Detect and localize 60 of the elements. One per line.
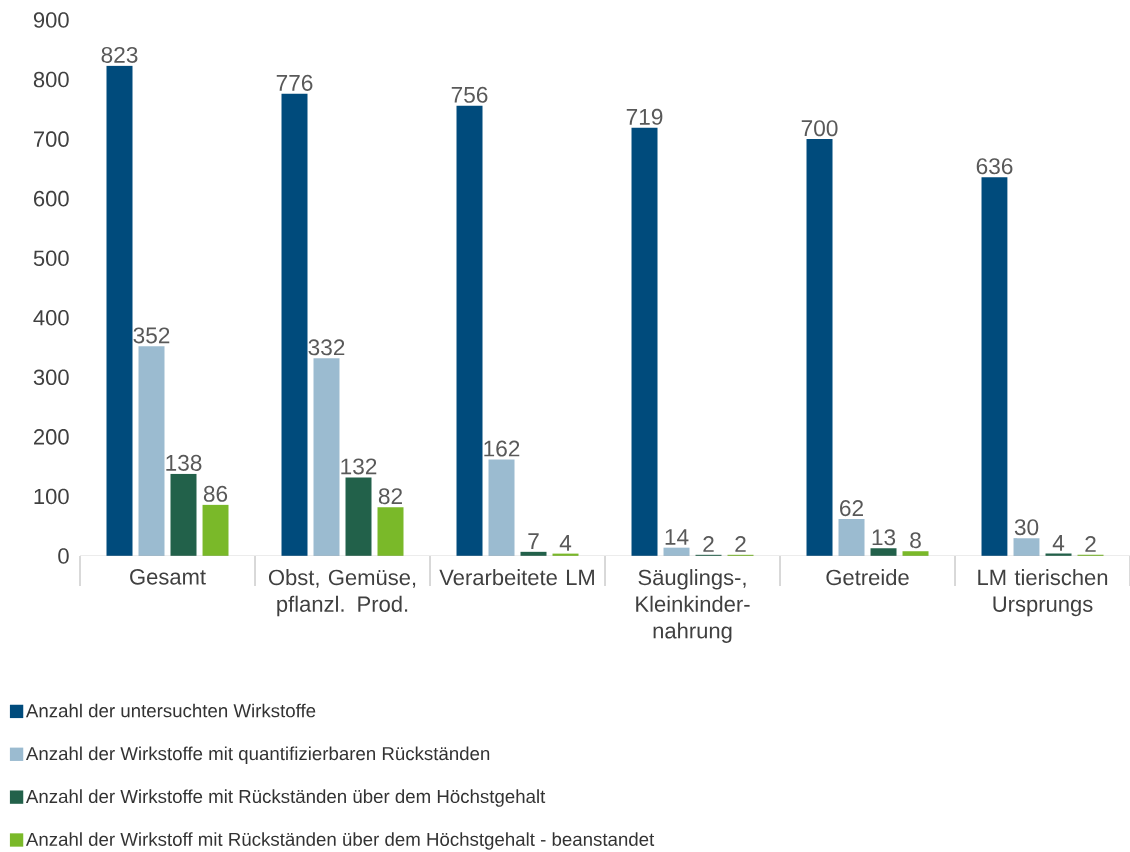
bar bbox=[202, 504, 229, 556]
data-label: 14 bbox=[665, 529, 689, 545]
x-tick-label: Gesamt bbox=[130, 569, 206, 585]
data-label: 138 bbox=[166, 454, 202, 471]
data-label: 2 bbox=[735, 536, 746, 552]
data-label: 636 bbox=[976, 158, 1013, 175]
data-label: 823 bbox=[101, 46, 138, 63]
bar bbox=[281, 93, 308, 556]
x-tick-label: Verarbeitete LM bbox=[439, 569, 594, 586]
data-label: 700 bbox=[801, 120, 838, 137]
data-label: 352 bbox=[133, 327, 170, 344]
y-tick-label: 400 bbox=[33, 309, 69, 326]
y-tick-label: 200 bbox=[34, 429, 69, 445]
data-label: 30 bbox=[1014, 519, 1039, 536]
bar bbox=[870, 548, 897, 556]
bar bbox=[345, 477, 372, 556]
legend-label: Anzahl der untersuchten Wirkstoffe bbox=[25, 703, 316, 718]
y-tick-label: 900 bbox=[33, 12, 69, 28]
y-tick-label: 700 bbox=[34, 131, 69, 147]
y-tick-label: 800 bbox=[33, 71, 69, 88]
y-tick-label: 600 bbox=[34, 190, 69, 207]
data-label: 2 bbox=[1085, 536, 1096, 552]
bar bbox=[1013, 538, 1040, 556]
legend-label: Anzahl der Wirkstoffe mit quantifizierbaren Rückständen bbox=[25, 746, 490, 764]
y-tick-label: 100 bbox=[34, 488, 69, 505]
legend-label: Anzahl der Wirkstoff mit Rückständen über dem Höchstgehalt - beanstandet bbox=[25, 832, 655, 850]
bar bbox=[631, 127, 658, 556]
bar bbox=[138, 346, 165, 556]
data-label: 4 bbox=[1052, 535, 1065, 551]
data-label: 13 bbox=[872, 529, 896, 546]
x-tick-label: LM tierischen Ursprungs bbox=[978, 569, 1108, 617]
y-tick-label: 300 bbox=[33, 369, 69, 386]
data-label: 62 bbox=[840, 500, 863, 517]
bar bbox=[377, 507, 404, 556]
x-tick-label: Säuglings-, Kleinkinder-nahrung bbox=[636, 569, 750, 643]
bar bbox=[981, 177, 1008, 556]
data-label: 4 bbox=[559, 535, 572, 551]
bar bbox=[313, 358, 340, 556]
data-label: 756 bbox=[451, 86, 488, 103]
bar bbox=[456, 105, 483, 556]
bar bbox=[170, 473, 197, 556]
data-label: 7 bbox=[528, 533, 539, 549]
data-label: 332 bbox=[308, 339, 345, 356]
data-label: 8 bbox=[910, 532, 921, 549]
bar bbox=[838, 519, 865, 556]
bar bbox=[806, 139, 833, 556]
y-tick-label: 500 bbox=[33, 250, 69, 267]
data-label: 162 bbox=[484, 440, 520, 457]
data-label: 86 bbox=[203, 485, 228, 502]
y-tick-label: 0 bbox=[58, 548, 69, 564]
data-label: 82 bbox=[378, 488, 402, 505]
data-label: 776 bbox=[276, 74, 313, 91]
data-label: 719 bbox=[626, 108, 663, 125]
data-label: 132 bbox=[341, 458, 377, 475]
bar bbox=[488, 459, 515, 556]
x-tick-label: Obst, Gemüse, pflanzl. Prod. bbox=[268, 569, 416, 617]
bar bbox=[106, 65, 133, 556]
legend-label: Anzahl der Wirkstoffe mit Rückständen über dem Höchstgehalt bbox=[25, 789, 546, 807]
data-label: 2 bbox=[703, 536, 714, 552]
x-tick-label: Getreide bbox=[826, 569, 909, 586]
